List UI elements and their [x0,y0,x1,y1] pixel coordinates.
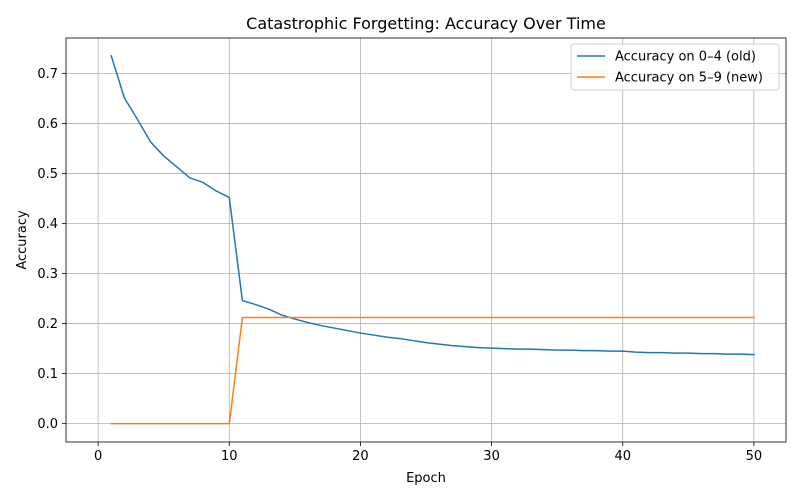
y-tick-label: 0.1 [37,367,58,382]
x-tick-label: 10 [221,449,238,464]
chart-title: Catastrophic Forgetting: Accuracy Over T… [246,14,606,33]
legend-label-new: Accuracy on 5–9 (new) [615,71,763,86]
x-tick-label: 30 [483,449,500,464]
series-line-new [110,316,755,425]
y-tick-label: 0.5 [37,167,58,182]
y-tick-label: 0.0 [37,417,58,432]
y-tick-label: 0.2 [37,317,58,332]
x-axis: 0 10 20 30 40 50 [94,442,762,464]
x-axis-label: Epoch [406,471,446,486]
y-tick-label: 0.4 [37,217,58,232]
series-line-old [110,54,755,356]
y-tick-label: 0.3 [37,267,58,282]
x-tick-label: 20 [352,449,369,464]
grid [66,38,786,442]
x-tick-label: 50 [746,449,763,464]
y-tick-label: 0.7 [37,67,58,82]
x-tick-label: 0 [94,449,102,464]
plot-frame [65,37,787,443]
x-tick-label: 40 [614,449,631,464]
y-tick-label: 0.6 [37,117,58,132]
y-axis-label: Accuracy [15,210,30,270]
series-group [110,54,755,425]
legend-box [570,43,780,91]
legend: Accuracy on 0–4 (old) Accuracy on 5–9 (n… [570,43,780,91]
legend-label-old: Accuracy on 0–4 (old) [615,50,756,65]
y-axis: 0.0 0.1 0.2 0.3 0.4 0.5 0.6 0.7 [37,67,66,432]
